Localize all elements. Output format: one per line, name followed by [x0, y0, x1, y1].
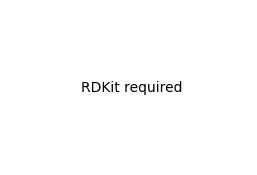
- Text: RDKit required: RDKit required: [81, 81, 182, 95]
